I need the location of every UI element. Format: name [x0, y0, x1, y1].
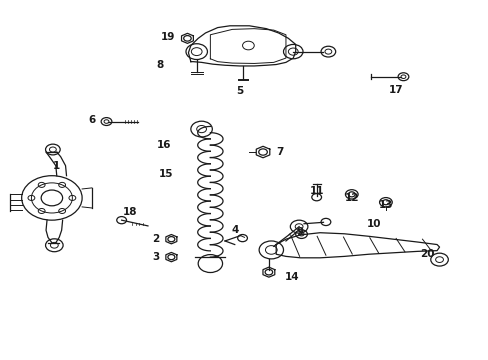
Text: 8: 8	[157, 60, 163, 70]
Text: 15: 15	[159, 168, 173, 179]
Text: 1: 1	[53, 161, 61, 171]
Text: 9: 9	[296, 227, 304, 237]
Text: 4: 4	[231, 225, 238, 235]
Text: 7: 7	[276, 147, 283, 157]
Text: 6: 6	[88, 115, 96, 125]
Text: 5: 5	[236, 86, 243, 96]
Text: 18: 18	[122, 207, 137, 217]
Text: 10: 10	[366, 219, 380, 229]
Text: 14: 14	[284, 272, 299, 282]
Text: 3: 3	[152, 252, 159, 262]
Text: 20: 20	[419, 248, 434, 258]
Text: 2: 2	[152, 234, 159, 244]
Text: 17: 17	[387, 85, 402, 95]
Text: 16: 16	[157, 140, 171, 150]
Text: 13: 13	[378, 200, 392, 210]
Text: 11: 11	[309, 186, 323, 197]
Text: 12: 12	[344, 193, 358, 203]
Text: 19: 19	[161, 32, 175, 42]
